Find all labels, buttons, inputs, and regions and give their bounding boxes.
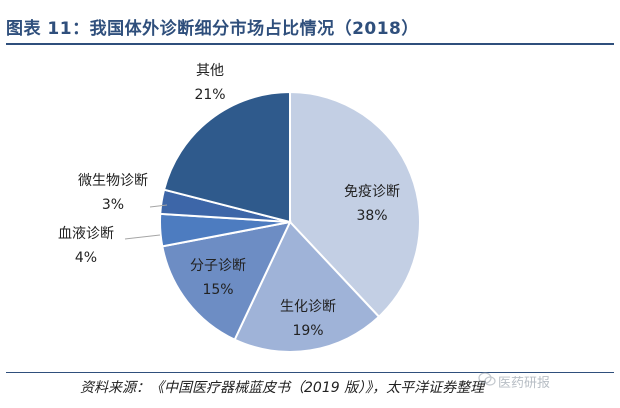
slice-percent-label: 38% — [356, 208, 387, 224]
slice-percent-label: 3% — [102, 197, 124, 213]
pie-slice — [289, 90, 421, 319]
slice-name-label: 血液诊断 — [58, 226, 114, 242]
title-divider — [6, 43, 614, 45]
slice-name-label: 分子诊断 — [190, 258, 246, 274]
pie-slice — [233, 220, 381, 353]
slice-percent-label: 21% — [194, 87, 225, 103]
pie-slice — [161, 220, 292, 341]
leader-line — [149, 204, 168, 208]
slice-percent-label: 15% — [202, 282, 233, 298]
slice-name-label: 微生物诊断 — [78, 173, 148, 189]
source-divider — [6, 372, 614, 373]
watermark: 医药研报 — [498, 376, 551, 391]
slice-name-label: 免疫诊断 — [344, 184, 400, 200]
slice-name-label: 生化诊断 — [280, 299, 336, 315]
pie-slice — [162, 90, 291, 224]
slice-percent-label: 4% — [75, 250, 97, 266]
source-note: 资料来源：《中国医疗器械蓝皮书（2019 版）》，太平洋证券整理 — [80, 380, 485, 396]
slice-name-label: 其他 — [196, 63, 224, 79]
chart-title: 图表 11：我国体外诊断细分市场占比情况（2018） — [6, 19, 419, 39]
wechat-icon — [478, 372, 496, 386]
slice-percent-label: 19% — [292, 323, 323, 339]
leader-line — [124, 234, 161, 240]
